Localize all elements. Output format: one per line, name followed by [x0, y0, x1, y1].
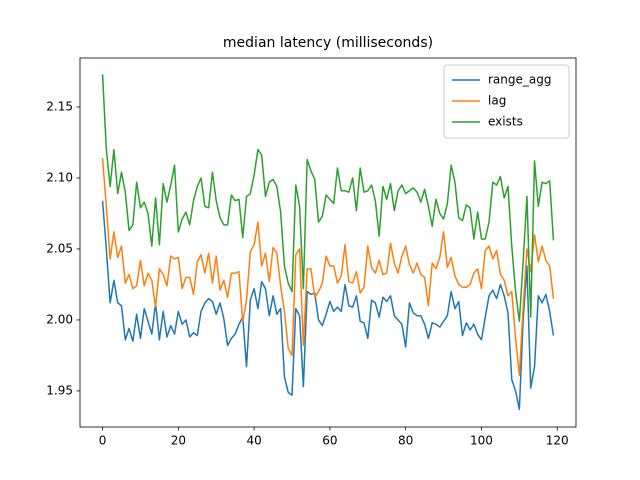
legend-label: range_agg: [488, 73, 551, 87]
legend-box: [443, 64, 570, 139]
line-series: [101, 158, 555, 377]
x-tick-label: 120: [546, 434, 569, 448]
x-tick-label: 40: [246, 434, 261, 448]
x-tick-label: 80: [398, 434, 413, 448]
x-tick-label: 60: [322, 434, 337, 448]
x-tick-label: 0: [99, 434, 107, 448]
legend-label: exists: [488, 115, 523, 129]
y-tick-label: 1.95: [46, 383, 73, 397]
line-series: [101, 74, 555, 323]
y-tick-label: 2.10: [46, 170, 73, 184]
x-tick-label: 20: [171, 434, 186, 448]
y-tick-label: 2.05: [46, 241, 73, 255]
y-tick-label: 2.00: [46, 312, 73, 326]
y-tick-label: 2.15: [46, 99, 73, 113]
chart-title: median latency (milliseconds): [223, 35, 433, 51]
x-tick-label: 100: [470, 434, 493, 448]
line-series: [101, 200, 555, 411]
legend-label: lag: [488, 94, 506, 108]
plot-frame: [79, 57, 577, 428]
